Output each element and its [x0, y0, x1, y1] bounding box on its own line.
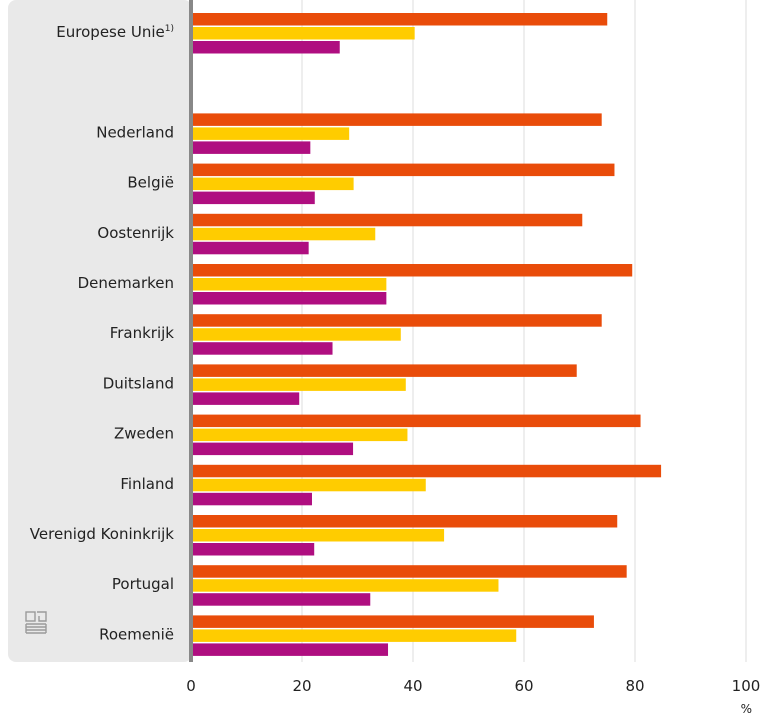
bar: [191, 629, 517, 642]
bar: [191, 364, 577, 377]
bar: [191, 292, 387, 305]
category-label: Nederland: [96, 123, 174, 141]
bar: [191, 328, 401, 341]
bar: [191, 342, 333, 355]
bar: [191, 127, 350, 140]
bar: [191, 442, 354, 456]
bar: [191, 113, 602, 126]
category-label: België: [127, 174, 174, 192]
bar: [191, 565, 627, 578]
bar: [191, 543, 315, 556]
bars: [191, 13, 662, 656]
bar: [191, 163, 615, 177]
bar: [191, 529, 445, 542]
cbs-logo-icon: [25, 611, 47, 634]
bar: [191, 191, 315, 205]
bar: [191, 314, 602, 327]
bar: [191, 378, 406, 391]
bar: [191, 492, 312, 506]
category-label: Europese Unie1): [56, 23, 174, 41]
category-label: Oostenrijk: [97, 224, 174, 242]
x-tick-label: 80: [625, 677, 644, 695]
category-label: Frankrijk: [110, 324, 175, 342]
x-tick-label: 40: [403, 677, 422, 695]
bar: [191, 579, 499, 592]
label-panel: [8, 0, 192, 662]
category-label: Denemarken: [78, 274, 174, 292]
bar: [191, 278, 387, 291]
category-label: Finland: [120, 475, 174, 493]
bar: [191, 515, 618, 528]
bar: [191, 141, 311, 154]
bar: [191, 615, 594, 628]
bar: [191, 643, 389, 656]
bar: [191, 41, 340, 54]
bar: [191, 392, 300, 405]
category-label: Roemenië: [99, 625, 174, 643]
category-label: Portugal: [112, 575, 174, 593]
bar: [191, 428, 408, 442]
bar: [191, 464, 662, 478]
x-tick-labels: 0 20 40 60 80 100: [186, 677, 760, 695]
category-label: Verenigd Koninkrijk: [30, 525, 175, 543]
bar: [191, 213, 583, 227]
bar: [191, 177, 354, 191]
category-labels: Europese Unie1) Nederland België Oostenrijk…: [30, 23, 175, 643]
category-label: Duitsland: [103, 374, 174, 392]
bar: [191, 241, 309, 255]
x-tick-label: 60: [514, 677, 533, 695]
bar: [191, 264, 633, 277]
bar: [191, 593, 371, 606]
bar: [191, 414, 641, 428]
bar: [191, 27, 415, 40]
category-label: Zweden: [114, 425, 174, 443]
bar: [191, 13, 608, 26]
x-tick-label: 100: [732, 677, 760, 695]
bar: [191, 478, 426, 492]
x-unit-label: %: [741, 702, 752, 716]
x-tick-label: 0: [186, 677, 196, 695]
bar: [191, 227, 376, 241]
x-tick-label: 20: [292, 677, 311, 695]
